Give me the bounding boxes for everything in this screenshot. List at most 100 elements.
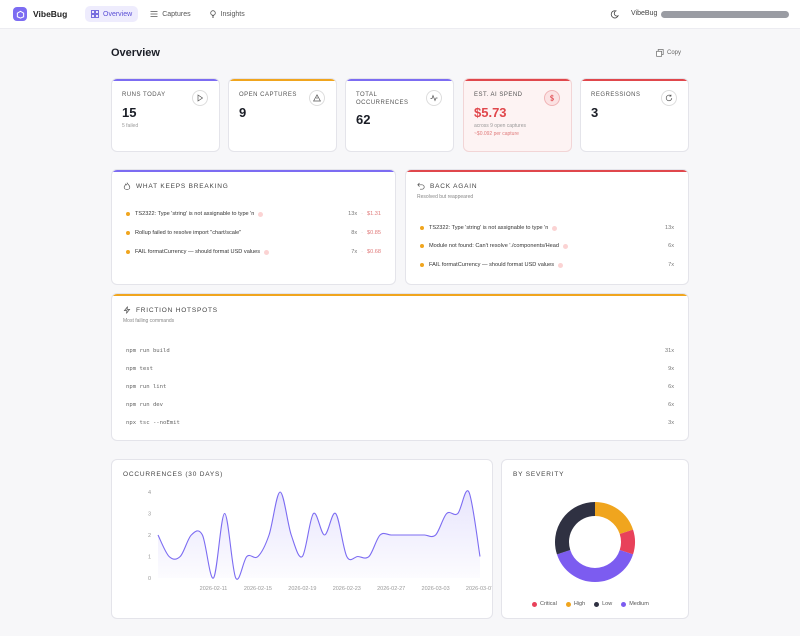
regression-badge — [558, 262, 564, 268]
x-tick-label: 2026-02-19 — [288, 586, 316, 592]
command-text: npx tsc --noEmit — [126, 420, 180, 426]
command-row[interactable]: npm run build 31x — [126, 348, 674, 356]
regression-badge — [562, 243, 568, 249]
panel-by-severity: BY SEVERITY Critical High Low Medium — [501, 459, 689, 619]
issue-row[interactable]: TS2322: Type 'string' is not assignable … — [126, 210, 381, 218]
issue-cost: $1.31 — [367, 211, 381, 217]
nav-insights[interactable]: Insights — [203, 6, 251, 22]
severity-dot — [126, 250, 130, 254]
activity-icon — [426, 90, 442, 106]
occurrences-area-chart[interactable]: 0 1 2 3 4 2026-02-11 2026-02-15 2026-02-19 2026-… — [112, 468, 492, 618]
app-name: VibeBug — [33, 9, 68, 19]
legend-dot — [565, 601, 571, 607]
issue-text: TS2322: Type 'string' is not assignable … — [429, 225, 549, 231]
panel-back-again: BACK AGAIN Resolved but reappeared TS232… — [405, 169, 689, 285]
lightbulb-icon — [209, 10, 216, 18]
nav-overview[interactable]: Overview — [85, 6, 139, 22]
legend-item-high: High — [565, 601, 585, 607]
severity-dot — [126, 231, 130, 235]
page-title: Overview — [111, 47, 160, 59]
issue-cost: $0.68 — [367, 249, 381, 255]
grid-icon — [91, 10, 99, 18]
separator: · — [361, 230, 363, 236]
command-text: npm run lint — [126, 384, 167, 390]
legend-dot — [594, 601, 600, 607]
panel-subtitle: Resolved but reappeared — [417, 194, 474, 200]
chart-title: BY SEVERITY — [513, 471, 565, 478]
user-menu[interactable] — [661, 11, 789, 18]
stat-sub: 5 failed — [122, 123, 139, 129]
occurrences-line — [157, 490, 481, 580]
dollar-icon — [544, 90, 560, 106]
nav-insights-label: Insights — [220, 10, 245, 18]
flame-icon — [123, 182, 131, 190]
severity-dot — [126, 212, 130, 216]
issue-count: 7x — [351, 249, 358, 255]
regression-badge — [258, 211, 264, 217]
card-accent — [112, 170, 395, 172]
severity-dot — [420, 263, 424, 267]
stat-value: 3 — [591, 105, 599, 120]
panel-title: WHAT KEEPS BREAKING — [123, 182, 229, 190]
card-accent — [112, 79, 219, 81]
legend-item-critical: Critical — [532, 601, 557, 607]
stat-value: 9 — [239, 105, 247, 120]
card-accent — [112, 294, 688, 296]
slice-critical — [619, 529, 635, 555]
severity-dot — [420, 244, 424, 248]
legend-label: Low — [602, 601, 613, 607]
stat-card-runs-today[interactable]: RUNS TODAY 15 5 failed — [111, 78, 220, 152]
card-accent — [406, 170, 688, 172]
command-row[interactable]: npm test 9x — [126, 366, 674, 374]
command-count: 6x — [668, 384, 674, 390]
command-count: 31x — [664, 348, 674, 354]
brand[interactable]: VibeBug — [13, 7, 67, 21]
stat-sub-cost: ~$0.092 per capture — [474, 131, 519, 137]
separator: · — [361, 211, 363, 217]
issue-row[interactable]: Module not found: Can't resolve './compo… — [420, 242, 674, 250]
slice-high — [594, 502, 634, 535]
stat-card-total-occurrences[interactable]: TOTAL OCCURRENCES 62 — [345, 78, 454, 152]
y-tick-label: 1 — [148, 555, 151, 561]
y-tick-label: 3 — [148, 512, 151, 518]
severity-legend: Critical High Low Medium — [532, 601, 649, 607]
moon-icon[interactable] — [610, 10, 619, 19]
nav-captures[interactable]: Captures — [144, 6, 196, 22]
play-icon — [192, 90, 208, 106]
warning-icon — [309, 90, 325, 106]
issue-row[interactable]: FAIL formatCurrency — should format USD … — [126, 248, 381, 256]
severity-donut-chart[interactable] — [502, 470, 688, 600]
panel-title-text: WHAT KEEPS BREAKING — [136, 182, 229, 190]
command-text: npm run dev — [126, 402, 164, 408]
issue-text: FAIL formatCurrency — should format USD … — [135, 249, 261, 255]
issue-cost: $0.85 — [367, 230, 381, 236]
command-row[interactable]: npm run lint 6x — [126, 384, 674, 392]
stat-label: EST. AI SPEND — [474, 92, 523, 98]
legend-label: Critical — [540, 601, 557, 607]
issue-row[interactable]: Rollup failed to resolve import "chart/s… — [126, 229, 381, 237]
stat-card-ai-spend[interactable]: EST. AI SPEND $5.73 across 9 open captur… — [463, 78, 572, 152]
severity-dot — [420, 226, 424, 230]
stat-value: 15 — [122, 105, 137, 120]
legend-dot — [621, 601, 627, 607]
stat-label: TOTAL OCCURRENCES — [356, 92, 409, 106]
separator: · — [361, 249, 363, 255]
stat-label: OPEN CAPTURES — [239, 92, 297, 98]
issue-row[interactable]: FAIL formatCurrency — should format USD … — [420, 261, 674, 269]
issue-row[interactable]: TS2322: Type 'string' is not assignable … — [420, 224, 674, 232]
nav-overview-label: Overview — [103, 10, 133, 18]
stat-label: RUNS TODAY — [122, 92, 166, 98]
stat-label: REGRESSIONS — [591, 92, 641, 98]
panel-title: FRICTION HOTSPOTS — [123, 306, 218, 314]
command-text: npm run build — [126, 348, 170, 354]
issue-count: 13x — [348, 211, 358, 217]
command-row[interactable]: npx tsc --noEmit 3x — [126, 420, 674, 428]
stat-card-regressions[interactable]: REGRESSIONS 3 — [580, 78, 689, 152]
stat-card-open-captures[interactable]: OPEN CAPTURES 9 — [228, 78, 337, 152]
copy-button[interactable]: Copy — [656, 49, 681, 57]
command-row[interactable]: npm run dev 6x — [126, 402, 674, 410]
command-count: 9x — [668, 366, 674, 372]
y-tick-label: 2 — [148, 533, 151, 539]
refresh-icon — [661, 90, 677, 106]
panel-friction-hotspots: FRICTION HOTSPOTS Most failing commands … — [111, 293, 689, 441]
